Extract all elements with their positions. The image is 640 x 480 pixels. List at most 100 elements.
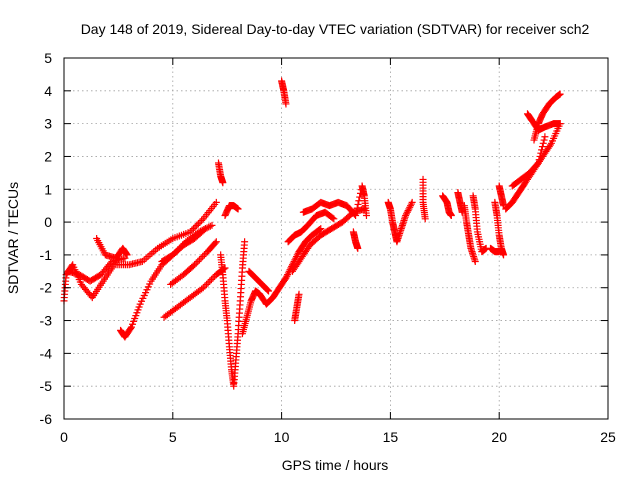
- data-point: [404, 207, 412, 215]
- data-point: [352, 208, 360, 216]
- y-axis-label: SDTVAR / TECUs: [5, 182, 21, 294]
- data-point: [535, 156, 543, 164]
- data-point: [403, 208, 411, 216]
- data-point: [282, 100, 290, 108]
- data-point: [170, 249, 178, 257]
- data-point: [200, 251, 208, 259]
- data-point: [405, 205, 413, 213]
- data-point: [172, 248, 180, 256]
- data-point: [540, 136, 548, 144]
- y-tick-label: 0: [44, 214, 52, 230]
- data-point: [353, 204, 361, 212]
- data-point: [206, 222, 214, 230]
- data-point: [330, 215, 338, 223]
- y-tick-label: -6: [40, 411, 53, 427]
- data-point: [192, 259, 200, 267]
- data-point: [199, 284, 207, 292]
- data-point: [317, 225, 325, 233]
- data-point: [199, 253, 207, 261]
- x-axis-label: GPS time / hours: [282, 457, 389, 473]
- data-point: [354, 244, 362, 252]
- data-point: [197, 227, 205, 235]
- data-point: [355, 197, 363, 205]
- data-point: [402, 210, 410, 218]
- data-point: [200, 225, 208, 233]
- data-point: [329, 214, 337, 222]
- x-tick-label: 20: [491, 429, 507, 445]
- y-tick-label: 4: [44, 83, 52, 99]
- y-tick-label: -3: [40, 313, 53, 329]
- data-point: [263, 285, 271, 293]
- data-point: [212, 198, 220, 206]
- data-point: [177, 243, 185, 251]
- data-point: [193, 221, 201, 229]
- data-point: [536, 152, 544, 160]
- data-point: [295, 290, 303, 298]
- data-point: [203, 280, 211, 288]
- grid: [64, 58, 608, 419]
- x-tick-label: 10: [274, 429, 290, 445]
- y-tick-label: -2: [40, 280, 53, 296]
- data-point: [538, 146, 546, 154]
- x-tick-label: 5: [169, 429, 177, 445]
- data-point: [207, 276, 215, 284]
- x-tick-label: 25: [600, 429, 616, 445]
- data-point: [556, 120, 564, 128]
- data-point: [356, 193, 364, 201]
- y-tick-label: 2: [44, 148, 52, 164]
- data-point: [447, 212, 455, 220]
- data-point: [284, 269, 292, 277]
- y-tick-label: 5: [44, 50, 52, 66]
- data-point: [197, 254, 205, 262]
- data-points: [60, 77, 564, 390]
- data-point: [201, 225, 209, 233]
- data-point: [534, 159, 542, 167]
- data-point: [264, 286, 272, 294]
- data-point: [402, 212, 410, 220]
- data-point: [191, 261, 199, 269]
- data-point: [407, 200, 415, 208]
- data-point: [546, 141, 554, 149]
- data-point: [537, 149, 545, 157]
- data-point: [533, 160, 541, 168]
- data-point: [212, 238, 220, 246]
- data-point: [471, 257, 479, 265]
- data-point: [500, 251, 508, 259]
- data-point: [175, 244, 183, 252]
- plot-frame: [63, 57, 609, 420]
- x-tick-label: 0: [60, 429, 68, 445]
- data-point: [219, 179, 227, 187]
- data-point: [206, 277, 214, 285]
- data-point: [194, 220, 202, 228]
- data-point: [204, 279, 212, 287]
- data-point: [352, 212, 360, 220]
- data-point: [196, 218, 204, 226]
- y-tick-label: 1: [44, 181, 52, 197]
- x-tick-label: 15: [383, 429, 399, 445]
- data-point: [360, 205, 368, 213]
- data-point: [421, 215, 429, 223]
- y-tick-label: -1: [40, 247, 53, 263]
- chart-title: Day 148 of 2019, Sidereal Day-to-day VTE…: [81, 21, 590, 37]
- data-point: [194, 257, 202, 265]
- data-point: [362, 212, 370, 220]
- axis-ticks: 0 5 10 15 20 25 -6 -5 -4 -3 -2 -1 0 1 2 3 4 5: [40, 50, 616, 445]
- data-point: [407, 202, 415, 210]
- data-point: [282, 274, 290, 282]
- data-point: [284, 271, 292, 279]
- data-point: [208, 221, 216, 229]
- data-point: [191, 223, 199, 231]
- data-point: [205, 223, 213, 231]
- data-point: [354, 200, 362, 208]
- data-point: [174, 246, 182, 254]
- data-point: [179, 241, 187, 249]
- data-point: [293, 251, 301, 259]
- data-point: [495, 248, 503, 256]
- data-point: [195, 228, 203, 236]
- data-point: [198, 216, 206, 224]
- data-point: [406, 203, 414, 211]
- data-point: [209, 274, 217, 282]
- data-point: [541, 133, 549, 141]
- data-point: [538, 143, 546, 151]
